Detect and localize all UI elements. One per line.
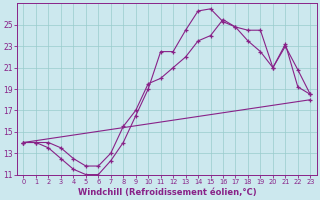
X-axis label: Windchill (Refroidissement éolien,°C): Windchill (Refroidissement éolien,°C): [77, 188, 256, 197]
